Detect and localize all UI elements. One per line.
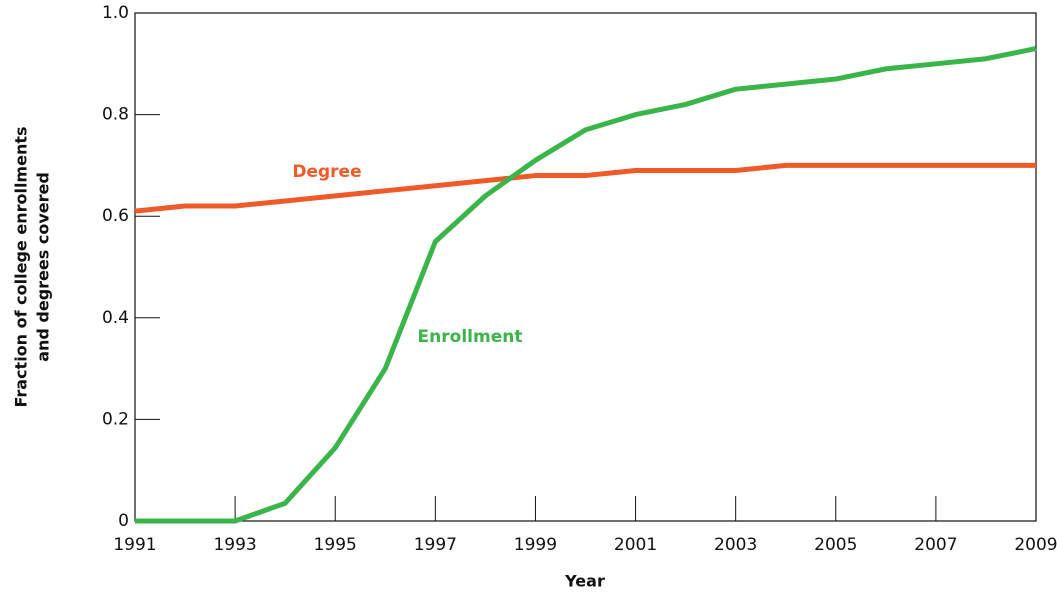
x-tick-label: 2001: [614, 535, 657, 555]
x-tick-label: 2007: [914, 535, 957, 555]
y-tick-label: 0.8: [102, 105, 129, 125]
series-label: Degree: [292, 162, 361, 182]
x-tick-label: 2005: [814, 535, 857, 555]
data-line: [134, 162, 1036, 214]
x-tick-label: 2009: [1014, 535, 1057, 555]
data-line: [135, 46, 1037, 524]
series-label: Enrollment: [418, 327, 523, 347]
y-tick-label: 0.2: [102, 409, 129, 429]
y-axis-title: Fraction of college enrollments: [12, 126, 31, 407]
x-tick-label: 1997: [414, 535, 457, 555]
y-axis-title: and degrees covered: [34, 172, 53, 362]
x-axis-title: Year: [564, 572, 605, 591]
plot-frame: [134, 12, 1037, 522]
y-tick-label: 0.4: [102, 308, 129, 328]
x-tick-label: 1999: [514, 535, 557, 555]
y-tick-label: 0.6: [102, 206, 129, 226]
x-tick-label: 2003: [714, 535, 757, 555]
y-tick-label: 1.0: [102, 3, 129, 23]
x-tick-label: 1995: [314, 535, 357, 555]
x-tick-label: 1993: [213, 535, 256, 555]
x-tick-label: 1991: [113, 535, 156, 555]
y-tick-label: 0: [118, 511, 129, 531]
